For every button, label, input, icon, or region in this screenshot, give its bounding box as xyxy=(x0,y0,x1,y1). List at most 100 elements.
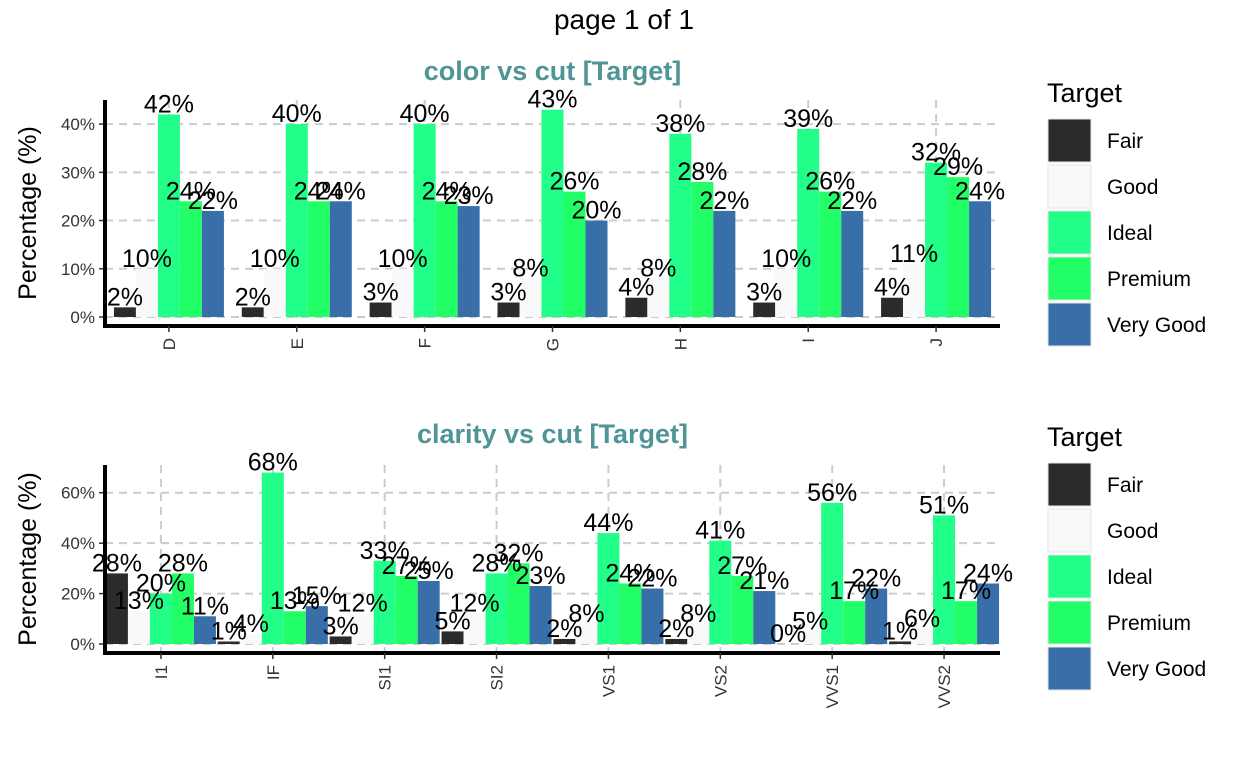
data-label: 4% xyxy=(618,274,654,302)
x-tick-label: VVS2 xyxy=(935,665,954,708)
bar-ideal xyxy=(373,560,396,644)
x-tick-label: SI1 xyxy=(376,665,395,691)
bar-good xyxy=(239,633,262,644)
data-label: 13% xyxy=(270,587,320,615)
bar-very-good xyxy=(865,588,888,644)
data-label: 5% xyxy=(792,607,828,635)
legend-label: Good xyxy=(1107,520,1158,543)
legend-label: Ideal xyxy=(1107,566,1153,589)
bar-very-good xyxy=(529,586,552,644)
bar-ideal xyxy=(413,124,436,317)
x-tick-label: E xyxy=(288,338,307,349)
x-tick-label: H xyxy=(671,338,690,350)
y-tick-label: 30% xyxy=(61,163,95,182)
bar-ideal xyxy=(541,109,564,318)
x-tick-label: J xyxy=(927,338,946,347)
data-label: 33% xyxy=(360,537,410,565)
bar-good xyxy=(519,278,542,317)
bar-good xyxy=(127,611,150,644)
data-label: 1% xyxy=(882,617,918,645)
data-label: 12% xyxy=(338,590,388,618)
legend-label: Very Good xyxy=(1107,658,1206,681)
x-tick-label: I xyxy=(799,338,818,343)
bar-very-good xyxy=(841,210,864,317)
x-tick-label: F xyxy=(416,338,435,348)
bar-ideal xyxy=(261,472,284,644)
data-label: 8% xyxy=(680,600,716,628)
data-label: 56% xyxy=(807,479,857,507)
bar-premium xyxy=(435,201,458,317)
bar-good xyxy=(391,268,414,317)
legend-key xyxy=(1047,256,1092,301)
legend-key xyxy=(1047,646,1092,691)
data-label: 32% xyxy=(911,139,961,167)
data-label: 10% xyxy=(250,245,300,273)
x-tick-label: G xyxy=(544,338,563,351)
data-label: 17% xyxy=(829,577,879,605)
bar-fair xyxy=(625,297,648,317)
bar-very-good xyxy=(329,201,352,317)
bar-ideal xyxy=(669,133,692,317)
bar-ideal xyxy=(925,162,948,317)
bar-very-good xyxy=(193,616,216,644)
y-tick-label: 40% xyxy=(61,115,95,134)
legend-label: Fair xyxy=(1107,130,1143,153)
data-label: 4% xyxy=(874,274,910,302)
data-label: 44% xyxy=(583,509,633,537)
bar-good xyxy=(903,263,926,317)
data-label: 40% xyxy=(272,100,322,128)
data-label: 32% xyxy=(494,539,544,567)
data-label: 28% xyxy=(92,549,142,577)
x-tick-label: VS2 xyxy=(711,665,730,697)
bar-very-good xyxy=(305,606,328,644)
bar-ideal xyxy=(821,502,844,644)
page-title: page 1 of 1 xyxy=(553,4,695,35)
legend-key xyxy=(1047,600,1092,645)
data-label: 17% xyxy=(941,577,991,605)
data-label: 26% xyxy=(549,168,599,196)
chart-panel-1: color vs cut [Target] 0% 10% 20% 30% 40% 2% 10%… xyxy=(14,56,1206,351)
data-label: 1% xyxy=(211,617,247,645)
bar-premium xyxy=(731,575,754,644)
data-label: 21% xyxy=(739,567,789,595)
bar-premium xyxy=(955,601,978,644)
legend-label: Premium xyxy=(1107,612,1191,635)
data-label: 20% xyxy=(136,570,186,598)
bar-good xyxy=(351,613,374,644)
bar-premium xyxy=(947,177,970,317)
legend: Target Fair Good Ideal Premium Very Good xyxy=(1047,422,1206,691)
x-tick-label: SI2 xyxy=(488,665,507,691)
data-label: 38% xyxy=(655,110,705,138)
x-tick-label: IF xyxy=(264,665,283,680)
data-label: 2% xyxy=(546,615,582,643)
legend-key xyxy=(1047,554,1092,599)
bar-fair xyxy=(665,638,688,644)
bar-fair xyxy=(105,573,128,644)
y-axis-label: Percentage (%) xyxy=(14,472,42,646)
bar-good xyxy=(799,631,822,644)
bar-premium xyxy=(507,563,530,644)
bar-good xyxy=(775,268,798,317)
data-label: 3% xyxy=(363,279,399,307)
data-label: 27% xyxy=(717,552,767,580)
data-label: 3% xyxy=(323,612,359,640)
bar-fair xyxy=(113,307,136,317)
y-tick-label: 0% xyxy=(70,635,95,654)
bar-ideal xyxy=(933,515,956,644)
bar-very-good xyxy=(417,580,440,644)
data-label: 13% xyxy=(114,587,164,615)
data-label: 5% xyxy=(434,607,470,635)
bar-ideal xyxy=(149,593,172,644)
bar-premium xyxy=(395,575,418,644)
bar-very-good xyxy=(201,210,224,317)
data-label: 22% xyxy=(188,187,238,215)
bar-premium xyxy=(843,601,866,644)
data-label: 27% xyxy=(382,552,432,580)
data-label: 24% xyxy=(605,559,655,587)
legend: Target Fair Good Ideal Premium Very Good xyxy=(1047,78,1206,347)
bar-very-good xyxy=(753,591,776,644)
bar-ideal xyxy=(797,128,820,317)
data-label: 10% xyxy=(378,245,428,273)
data-label: 11% xyxy=(181,592,229,620)
